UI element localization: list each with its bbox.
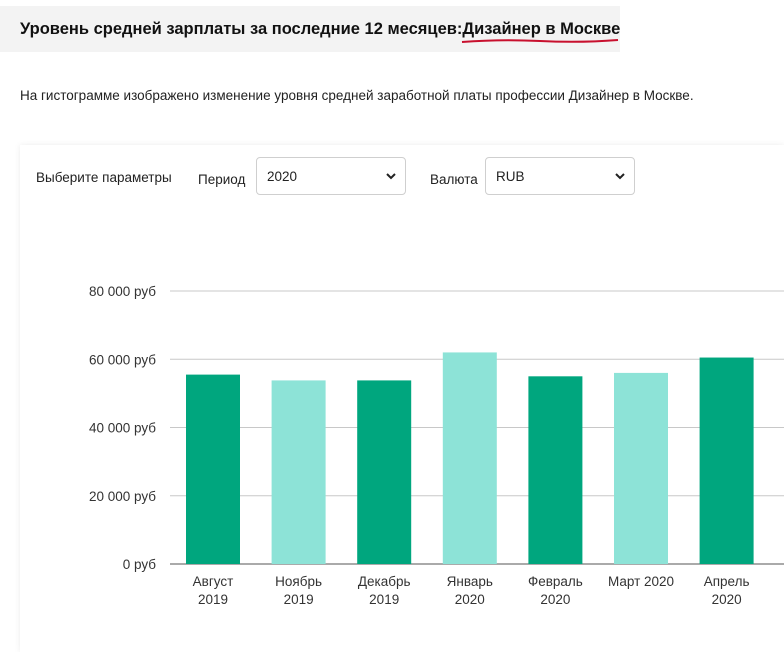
bar[interactable] xyxy=(442,352,497,564)
currency-select[interactable]: RUB xyxy=(485,157,635,195)
params-label: Выберите параметры xyxy=(36,170,172,185)
period-select[interactable]: 2020 xyxy=(256,157,406,195)
x-tick-label: Март 2020 xyxy=(608,574,674,589)
chart-controls: Выберите параметры Период 2020 Валюта RU… xyxy=(20,145,784,207)
x-tick-label: 2020 xyxy=(455,592,485,607)
red-underline xyxy=(462,38,619,43)
x-tick-label: Апрель xyxy=(704,574,750,589)
chevron-down-icon xyxy=(386,173,396,180)
x-tick-label: Август xyxy=(193,574,234,589)
currency-label: Валюта xyxy=(430,172,478,187)
y-tick-label: 0 руб xyxy=(123,557,157,572)
x-tick-label: Февраль xyxy=(528,574,583,589)
y-tick-label: 20 000 руб xyxy=(89,489,156,504)
x-tick-label: Январь xyxy=(447,574,493,589)
bar[interactable] xyxy=(357,380,412,564)
page-heading: Уровень средней зарплаты за последние 12… xyxy=(0,6,620,52)
x-tick-label: Ноябрь xyxy=(275,574,322,589)
y-tick-label: 60 000 руб xyxy=(89,352,156,367)
x-tick-label: 2019 xyxy=(369,592,399,607)
x-tick-label: 2020 xyxy=(540,592,570,607)
bar[interactable] xyxy=(614,372,668,564)
chart-description: На гистограмме изображено изменение уров… xyxy=(20,88,694,103)
x-tick-label: 2020 xyxy=(712,592,742,607)
y-tick-label: 80 000 руб xyxy=(89,284,156,299)
bar[interactable] xyxy=(271,380,326,564)
x-tick-label: Декабрь xyxy=(358,574,411,589)
chevron-down-icon xyxy=(615,173,625,180)
bar[interactable] xyxy=(186,374,240,564)
x-tick-label: 2019 xyxy=(198,592,228,607)
period-label: Период xyxy=(198,172,246,187)
period-select-value: 2020 xyxy=(267,168,298,184)
page-heading-text: Уровень средней зарплаты за последние 12… xyxy=(20,19,463,38)
x-tick-label: 2019 xyxy=(284,592,314,607)
y-tick-label: 40 000 руб xyxy=(89,421,156,436)
currency-select-value: RUB xyxy=(496,168,525,184)
profession-city-link[interactable]: Дизайнер в Москве xyxy=(462,19,621,43)
chart-area: 0 руб 20 000 руб 40 000 руб 60 000 руб 80 00… xyxy=(20,207,784,652)
salary-bar-chart: 0 руб 20 000 руб 40 000 руб 60 000 руб 80 00… xyxy=(89,284,784,607)
bar[interactable] xyxy=(528,376,583,564)
chart-panel: Выберите параметры Период 2020 Валюта RU… xyxy=(20,145,784,652)
bar[interactable] xyxy=(699,357,754,564)
profession-city-link-text: Дизайнер в Москве xyxy=(462,19,621,38)
